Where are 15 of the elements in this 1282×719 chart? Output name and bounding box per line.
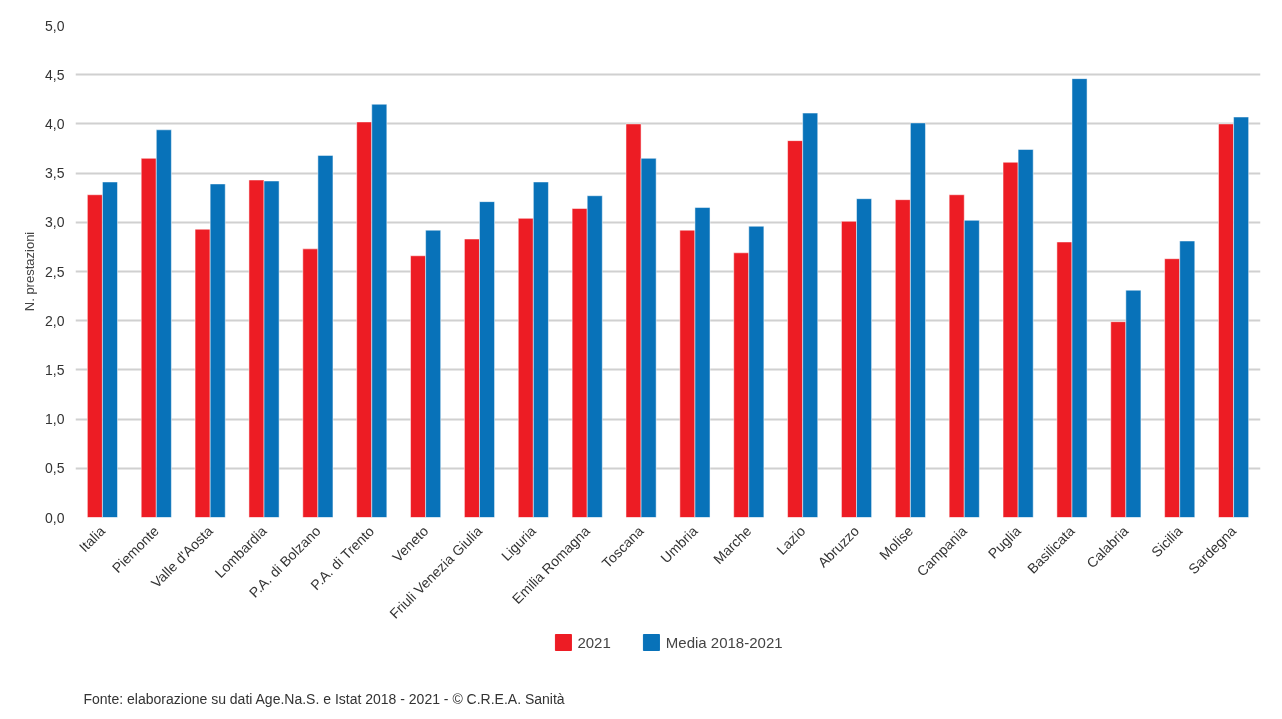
y-tick-label: 0,5: [45, 460, 65, 477]
y-tick-label: 4,0: [45, 115, 65, 132]
legend-label: Media 2018-2021: [665, 633, 783, 651]
y-axis-title: N. prestazioni: [22, 231, 38, 312]
y-tick-label: 2,5: [45, 263, 65, 280]
y-tick-label: 4,5: [45, 66, 65, 83]
source-note: Fonte: elaborazione su dati Age.Na.S. e Istat 2018 - 2021 - © C.R.E.A. Sanità: [83, 690, 565, 707]
y-tick-label: 0,0: [45, 509, 65, 526]
y-tick-label: 5,0: [45, 17, 65, 34]
y-tick-label: 2,0: [45, 312, 65, 329]
legend-label: 2021: [577, 633, 611, 651]
y-tick-label: 1,5: [45, 361, 65, 378]
y-tick-label: 1,0: [45, 411, 65, 428]
y-tick-label: 3,5: [45, 165, 65, 182]
y-tick-label: 3,0: [45, 214, 65, 231]
